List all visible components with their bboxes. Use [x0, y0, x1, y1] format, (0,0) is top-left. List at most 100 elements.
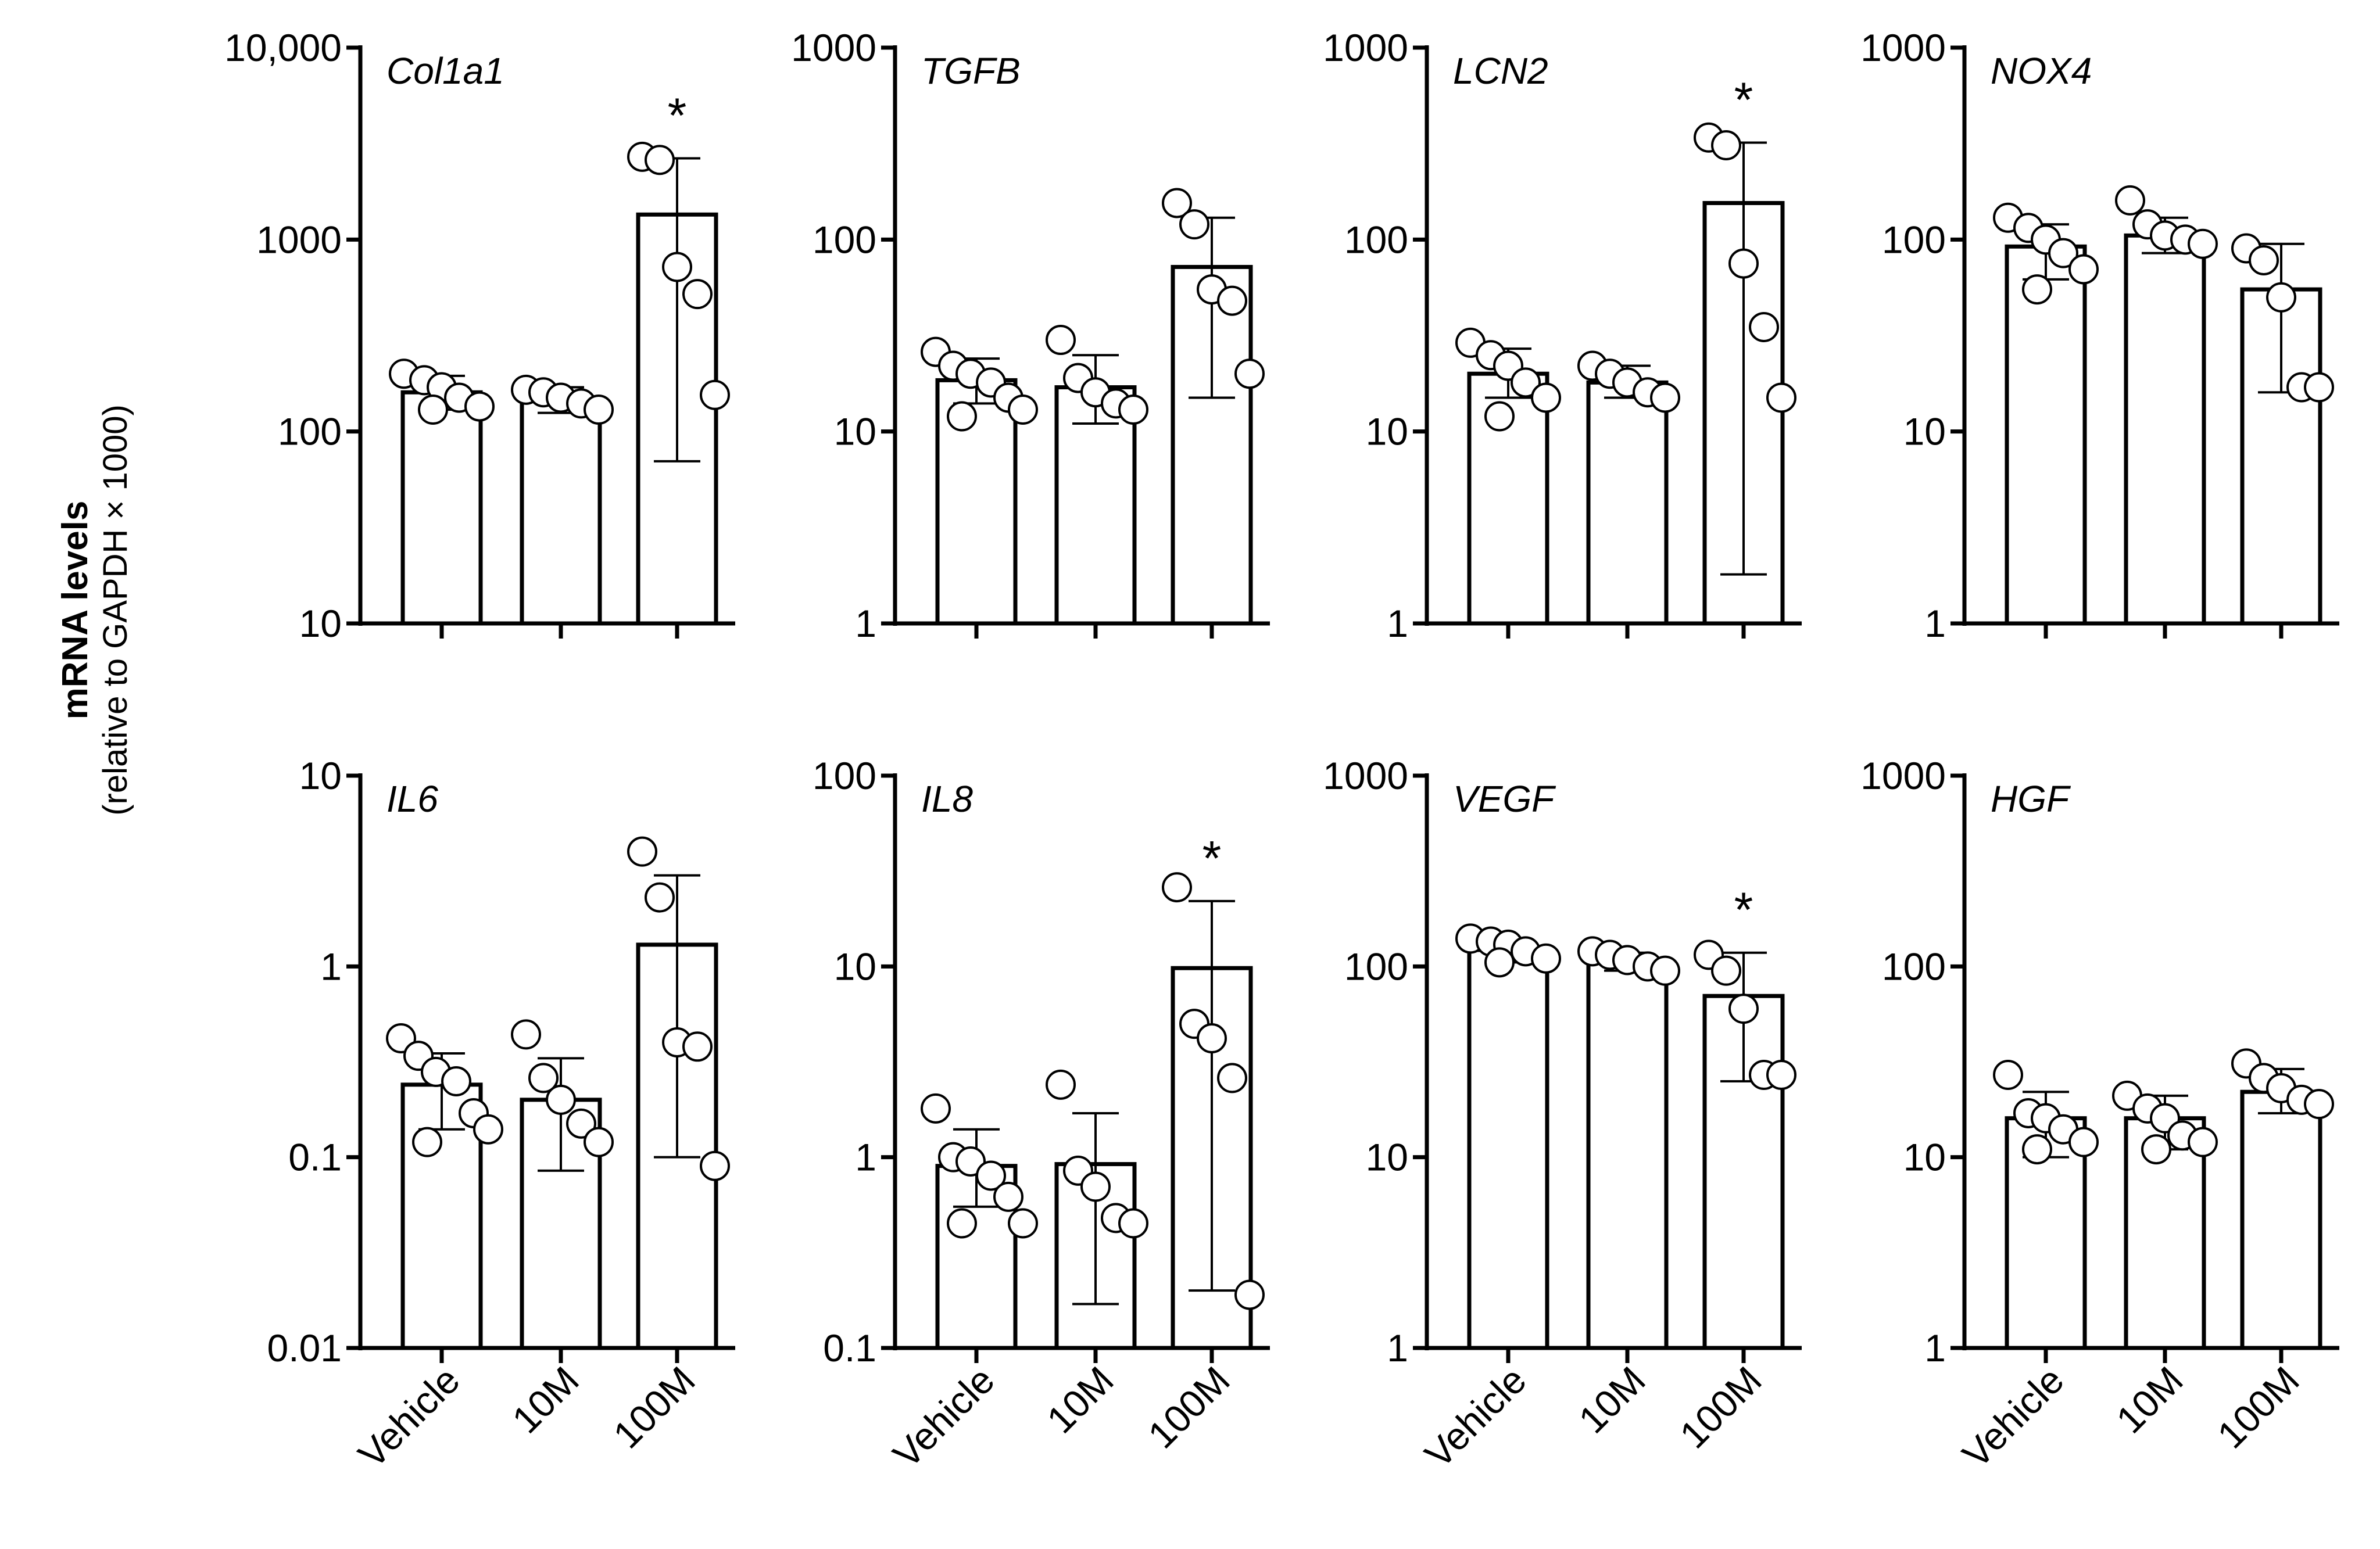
category-label: 10M: [1570, 1358, 1654, 1442]
category-label: 100M: [605, 1358, 703, 1457]
y-tick-label: 100: [1882, 945, 1946, 988]
panel-title: VEGF: [1453, 778, 1556, 820]
data-point: [1711, 955, 1741, 986]
data-point: [2266, 282, 2296, 313]
data-point: [700, 1150, 730, 1181]
data-point: [627, 836, 657, 867]
data-point: [1217, 1063, 1247, 1093]
data-point: [2068, 1127, 2099, 1157]
y-tick-label: 100: [813, 218, 876, 261]
data-point: [528, 1063, 559, 1093]
significance-star: *: [1202, 831, 1222, 885]
y-tick-label: 1000: [1860, 26, 1946, 69]
y-tick-label: 0.1: [823, 1326, 876, 1369]
data-point: [1511, 367, 1541, 398]
y-tick-label: 100: [1344, 218, 1408, 261]
data-point: [1531, 943, 1561, 974]
data-point: [1046, 1069, 1076, 1100]
category-label: 10M: [504, 1358, 587, 1442]
data-point: [645, 882, 675, 913]
bar-10m: [520, 398, 602, 626]
y-tick-label: 10: [1903, 1136, 1946, 1179]
y-tick-label: 10: [299, 754, 342, 797]
y-tick-label: 0.01: [267, 1326, 342, 1369]
y-tick-label: 100: [1882, 218, 1946, 261]
data-point: [976, 1160, 1006, 1191]
data-point: [1749, 311, 1779, 342]
data-point: [2022, 1134, 2052, 1165]
bar-10m: [1586, 960, 1669, 1350]
category-label: Vehicle: [1416, 1358, 1534, 1476]
panel-title: HGF: [1991, 778, 2071, 820]
y-tick-label: 10: [834, 945, 876, 988]
category-label: 100M: [2209, 1358, 2307, 1457]
data-point: [2249, 245, 2279, 275]
data-point: [2304, 372, 2334, 403]
bar-10m: [2124, 233, 2206, 626]
data-point: [2048, 238, 2078, 268]
data-point: [2304, 1089, 2334, 1120]
y-axis-title: mRNA levels (relative to GAPDH × 1000): [55, 404, 134, 816]
data-point: [700, 379, 730, 410]
y-tick-label: 1000: [256, 218, 342, 261]
data-point: [955, 1146, 986, 1177]
panel-title: IL8: [921, 778, 973, 820]
panel-title: LCN2: [1453, 50, 1548, 92]
data-point: [1118, 1208, 1148, 1239]
y-tick-label: 0.1: [288, 1136, 342, 1179]
category-label: Vehicle: [350, 1358, 468, 1476]
bar-10m: [1586, 380, 1669, 626]
panel-lcn2: 1 10 100 1000 LCN2 *: [1323, 26, 1802, 645]
y-tick-label: 1: [1924, 602, 1946, 645]
data-point: [441, 1066, 471, 1097]
data-point: [566, 1108, 596, 1139]
category-label: 10M: [1039, 1358, 1122, 1442]
data-point: [1993, 1060, 2023, 1091]
data-point: [2115, 185, 2145, 216]
data-point: [1217, 285, 1247, 316]
y-tick-label: 10: [834, 410, 876, 453]
bar-100m: [2240, 1089, 2322, 1350]
data-point: [1728, 994, 1759, 1024]
data-point: [947, 401, 977, 432]
data-point: [412, 1127, 442, 1157]
data-point: [993, 1181, 1023, 1212]
y-tick-label: 100: [813, 754, 876, 797]
data-point: [1531, 382, 1561, 413]
data-point: [1650, 955, 1680, 986]
y-tick-label: 1: [320, 945, 342, 988]
data-point: [1234, 1279, 1265, 1310]
panel-nox4: 1 10 100 1000 NOX4: [1860, 26, 2339, 645]
data-point: [2188, 228, 2218, 259]
data-point: [1197, 1023, 1227, 1054]
panel-title: TGFB: [921, 50, 1021, 92]
data-point: [1162, 872, 1192, 903]
data-point: [1234, 358, 1265, 389]
panel-title: IL6: [386, 778, 438, 820]
panel-title: Col1a1: [386, 50, 504, 92]
bar-vehicle: [2005, 244, 2087, 626]
y-tick-label: 1: [1924, 1326, 1946, 1369]
y-axis-label: mRNA levels: [55, 501, 95, 720]
y-tick-label: 100: [278, 410, 342, 453]
data-point: [1046, 325, 1076, 356]
panel-hgf: 1 10 100 1000 HGF Vehicle 10M 100M: [1860, 754, 2339, 1476]
y-tick-label: 1: [1387, 602, 1408, 645]
data-point: [1118, 395, 1148, 425]
panel-il8: 0.1 1 10 100 IL8 Vehicle 10M * 100M: [813, 754, 1270, 1476]
data-point: [2068, 254, 2099, 285]
y-tick-label: 100: [1344, 945, 1408, 988]
significance-star: *: [668, 88, 687, 143]
y-tick-label: 1: [855, 1136, 876, 1179]
y-tick-label: 10,000: [224, 26, 342, 69]
data-point: [1008, 395, 1038, 425]
data-point: [921, 1093, 951, 1124]
data-point: [1484, 401, 1515, 432]
data-point: [645, 145, 675, 175]
y-tick-label: 10: [1366, 1136, 1408, 1179]
y-tick-label: 1: [855, 602, 876, 645]
y-tick-label: 1000: [1323, 754, 1408, 797]
data-point: [682, 1031, 713, 1062]
data-point: [2188, 1127, 2218, 1157]
